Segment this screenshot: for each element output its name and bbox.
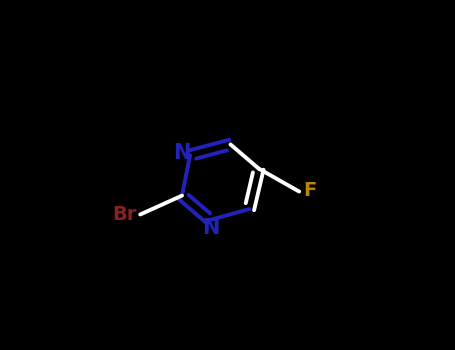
- Text: F: F: [303, 181, 317, 200]
- Text: Br: Br: [112, 205, 136, 224]
- Text: N: N: [202, 218, 219, 238]
- Text: N: N: [173, 143, 191, 163]
